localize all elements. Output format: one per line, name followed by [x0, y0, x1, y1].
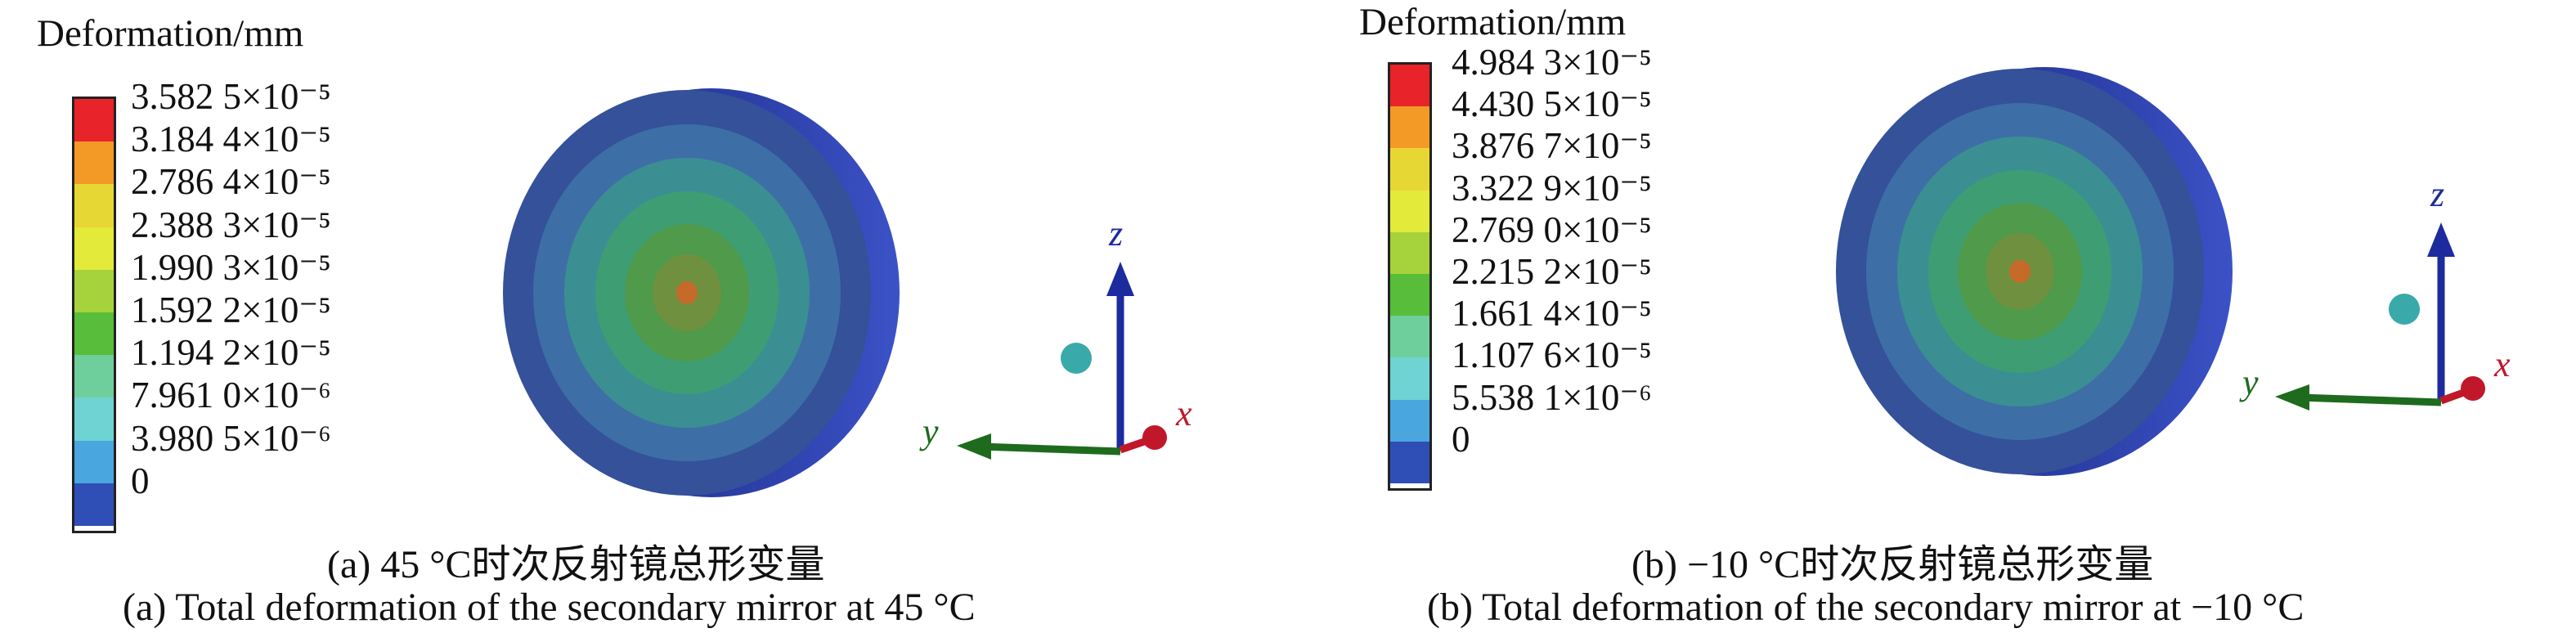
y-axis — [981, 442, 1121, 456]
scale-swatch — [74, 99, 114, 142]
scale-tick-label: 4.430 5×10⁻⁵ — [1452, 83, 1652, 125]
scale-tick-label: 2.388 3×10⁻⁵ — [131, 204, 331, 245]
x-axis-label: x — [1175, 393, 1192, 433]
scale-tick-label: 1.661 4×10⁻⁵ — [1452, 293, 1652, 334]
scale-swatch — [1390, 357, 1429, 400]
scale-swatch — [1390, 65, 1429, 107]
scale-tick-label: 3.980 5×10⁻⁶ — [131, 417, 331, 459]
scale-tick-label: 3.876 7×10⁻⁵ — [1452, 125, 1652, 167]
scale-swatch — [1390, 399, 1429, 442]
y-arrowhead — [957, 433, 991, 460]
scale-tick-label: 2.786 4×10⁻⁵ — [131, 161, 331, 203]
mirror-contour-plot — [1836, 67, 2233, 476]
scale-tick-label: 1.990 3×10⁻⁵ — [131, 246, 331, 288]
scale-swatch — [1390, 441, 1429, 483]
coordinate-triad: z y x — [919, 213, 1192, 460]
scale-swatch — [74, 483, 114, 526]
scale-tick-label: 0 — [1452, 418, 1470, 460]
scale-tick-labels: 4.984 3×10⁻⁵ 4.430 5×10⁻⁵ 3.876 7×10⁻⁵ 3.32… — [1452, 44, 1713, 519]
scale-tick-label: 1.107 6×10⁻⁵ — [1452, 334, 1652, 376]
caption-chinese: (b) −10 °C时次反射镜总形变量 — [1631, 543, 2154, 586]
scale-swatch — [1390, 231, 1429, 274]
scale-tick-label: 2.215 2×10⁻⁵ — [1452, 251, 1652, 292]
x-arrowhead — [2461, 376, 2485, 401]
scale-tick-label: 3.184 4×10⁻⁵ — [131, 119, 331, 160]
y-axis — [2299, 393, 2442, 406]
contour-center — [2009, 260, 2031, 283]
scale-tick-label: 3.582 5×10⁻⁵ — [131, 76, 331, 117]
z-arrowhead — [1106, 262, 1134, 296]
origin-sphere — [1061, 343, 1092, 374]
legend-title: Deformation/mm — [37, 12, 304, 55]
y-axis-label: y — [919, 411, 939, 451]
z-axis-label: z — [1108, 213, 1123, 254]
scale-tick-label: 7.961 0×10⁻⁶ — [131, 375, 331, 416]
scale-tick-label: 3.322 9×10⁻⁵ — [1452, 167, 1652, 209]
z-axis-label: z — [2430, 174, 2444, 214]
scale-tick-labels: 3.582 5×10⁻⁵ 3.184 4×10⁻⁵ 2.786 4×10⁻⁵ 2.38… — [131, 79, 393, 553]
y-arrowhead — [2275, 384, 2309, 411]
scale-tick-label: 1.194 2×10⁻⁵ — [131, 332, 331, 374]
scale-swatch — [1390, 316, 1429, 358]
panel-a: Deformation/mm 3.582 5×10⁻⁵ 3.184 4×10⁻⁵ 2… — [0, 0, 1276, 642]
scale-tick-label: 1.592 2×10⁻⁵ — [131, 290, 331, 330]
x-axis-label: x — [2493, 344, 2511, 384]
scale-swatch — [74, 184, 114, 227]
scale-swatch — [74, 141, 114, 185]
scale-swatch — [1390, 148, 1429, 191]
z-arrowhead — [2427, 222, 2455, 257]
mirror-contour-plot — [503, 88, 900, 497]
coordinate-triad: z y x — [2239, 174, 2511, 411]
scale-tick-label: 5.538 1×10⁻⁶ — [1452, 376, 1652, 418]
scale-tick-label: 0 — [131, 460, 150, 501]
panel-b: Deformation/mm 4.984 3×10⁻⁵ 4.430 5×10⁻⁵ 3… — [1308, 0, 2576, 642]
scale-swatch — [1390, 106, 1429, 149]
scale-tick-label: 4.984 3×10⁻⁵ — [1452, 42, 1652, 83]
scale-swatch — [74, 355, 114, 398]
origin-sphere — [2389, 294, 2420, 325]
caption-chinese: (a) 45 °C时次反射镜总形变量 — [327, 543, 825, 586]
color-scale — [72, 97, 116, 533]
caption-english: (a) Total deformation of the secondary m… — [123, 586, 976, 629]
x-arrowhead — [1142, 425, 1167, 450]
caption-english: (b) Total deformation of the secondary m… — [1427, 586, 2304, 629]
legend-title: Deformation/mm — [1359, 1, 1627, 43]
scale-swatch — [74, 440, 114, 483]
color-scale — [1388, 62, 1432, 491]
scale-swatch — [1390, 273, 1429, 317]
scale-swatch — [1390, 190, 1429, 232]
scale-swatch — [74, 397, 114, 441]
scale-tick-label: 2.769 0×10⁻⁵ — [1452, 209, 1652, 250]
scale-swatch — [74, 227, 114, 270]
y-axis-label: y — [2239, 362, 2259, 402]
scale-swatch — [74, 269, 114, 312]
scale-swatch — [74, 312, 114, 356]
contour-center — [676, 281, 698, 304]
